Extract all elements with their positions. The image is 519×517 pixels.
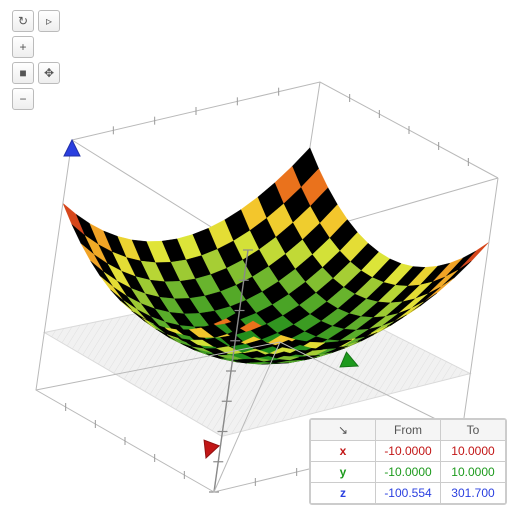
range-axis-label: z [311,483,376,504]
range-panel: ↘ From To x-10.000010.0000y-10.000010.00… [309,418,507,505]
range-header-to: To [441,420,506,441]
range-row-y: y-10.000010.0000 [311,462,506,483]
range-row-z: z-100.554301.700 [311,483,506,504]
range-axis-label: x [311,441,376,462]
range-header-from: From [376,420,441,441]
range-to[interactable]: 10.0000 [441,441,506,462]
range-from[interactable]: -10.0000 [376,441,441,462]
range-row-x: x-10.000010.0000 [311,441,506,462]
range-axis-label: y [311,462,376,483]
range-corner: ↘ [311,420,376,441]
range-to[interactable]: 301.700 [441,483,506,504]
z-axis-arrow-icon [64,140,80,156]
range-table: ↘ From To x-10.000010.0000y-10.000010.00… [310,419,506,504]
range-from[interactable]: -10.0000 [376,462,441,483]
range-from[interactable]: -100.554 [376,483,441,504]
range-to[interactable]: 10.0000 [441,462,506,483]
x-axis-arrow-icon [204,440,219,458]
